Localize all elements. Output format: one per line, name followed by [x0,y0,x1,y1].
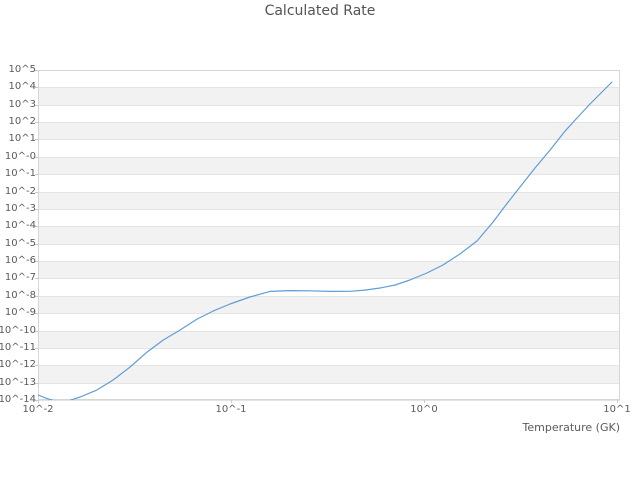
y-tick-label: 10^-1 [4,168,36,180]
y-tick-label: 10^-11 [0,341,36,353]
y-tick-label: 10^-13 [0,376,36,388]
x-axis-title: Temperature (GK) [522,421,621,434]
plot-border [38,70,620,400]
decade-band [38,87,620,105]
x-tick-label: 10^0 [410,404,438,415]
rate-curve [38,81,613,400]
y-tick-label: 10^-12 [0,359,36,371]
y-tick-label: 10^-0 [4,150,36,162]
y-tick-label: 10^-4 [4,220,36,232]
decade-band [38,365,620,383]
y-tick-label: 10^-2 [4,185,36,197]
y-tick-label: 10^2 [8,116,36,128]
x-tick-label: 10^1 [603,404,631,415]
y-tick-label: 10^-5 [4,237,36,249]
y-tick-label: 10^1 [8,133,36,145]
x-tick-label: 10^-1 [215,404,247,415]
y-tick-label: 10^-3 [4,202,36,214]
y-tick-label: 10^4 [8,81,36,93]
decade-band [38,226,620,244]
decade-band [38,157,620,174]
y-tick-label: 10^-8 [4,289,36,301]
decade-band [38,192,620,209]
y-tick-label: 10^-6 [4,254,36,266]
decade-band [38,296,620,313]
decade-band [38,261,620,278]
chart-title: Calculated Rate [264,3,376,19]
y-tick-label: 10^-10 [0,324,36,336]
y-tick-label: 10^5 [8,63,36,75]
y-tick-label: 10^3 [8,98,36,110]
x-tick-label: 10^-2 [22,404,54,415]
y-tick-label: 10^-14 [0,393,36,405]
decade-band [38,122,620,139]
y-tick-label: 10^-7 [4,272,36,284]
decade-band [38,331,620,348]
y-tick-label: 10^-9 [4,307,36,319]
